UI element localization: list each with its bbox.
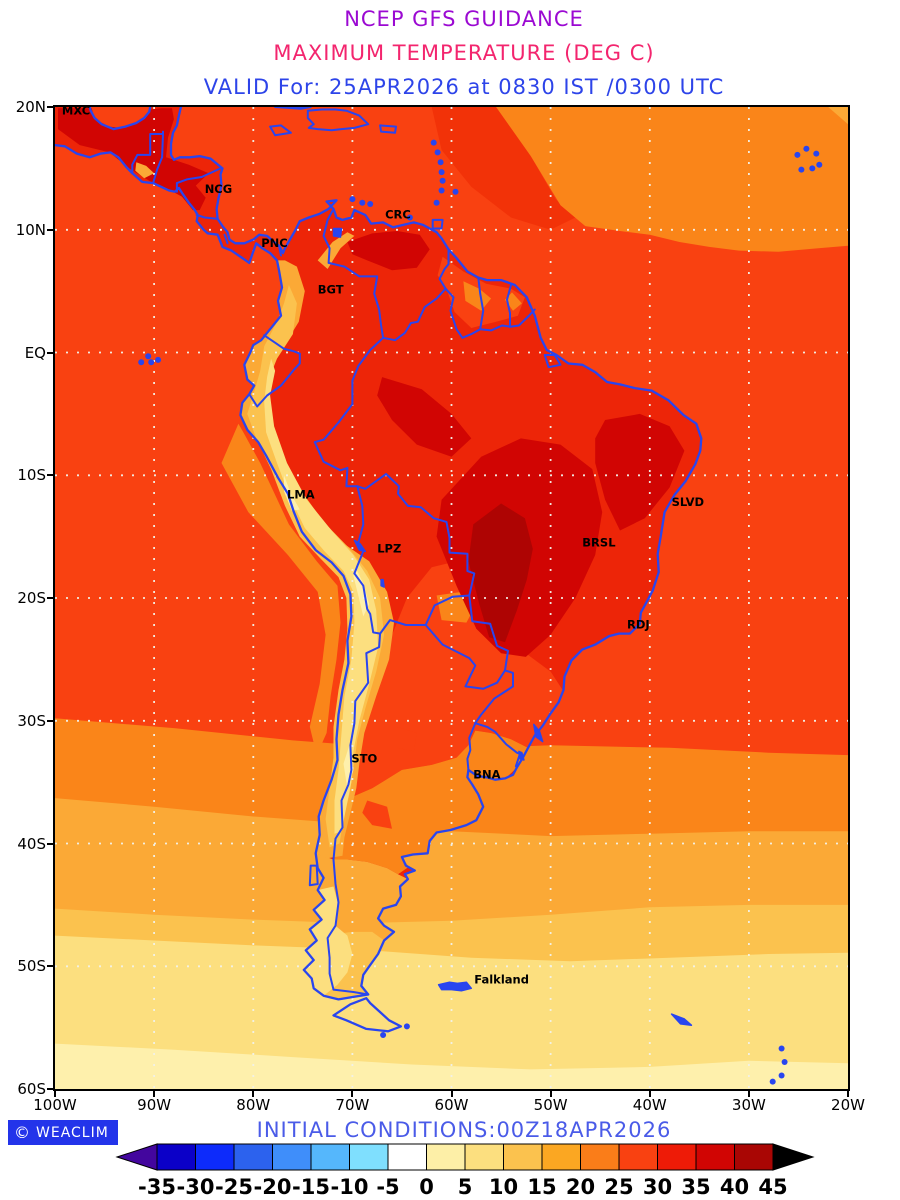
- city-label: LPZ: [377, 542, 401, 556]
- colorbar-tick-label: -30: [177, 1175, 215, 1199]
- lat-axis-label: 30S: [17, 711, 46, 730]
- colorbar-tick-label: -5: [376, 1175, 399, 1199]
- lat-axis-tick: [47, 719, 55, 722]
- lat-axis-label: 10S: [17, 466, 46, 485]
- city-labels: MXC NCG CRC PNC BGT LMA LPZ SLVD BRSL RDJ STO BNA Fa…: [62, 107, 704, 986]
- colorbar-tick-label: 10: [489, 1175, 518, 1199]
- map-frame: MXC NCG CRC PNC BGT LMA LPZ SLVD BRSL RDJ STO BNA Fa…: [53, 105, 850, 1091]
- colorbar-tick-label: 35: [681, 1175, 710, 1199]
- colorbar-tick-label: -15: [292, 1175, 330, 1199]
- colorbar-tick-label: -25: [215, 1175, 253, 1199]
- lat-axis-label: 50S: [17, 957, 46, 976]
- city-label: MXC: [62, 107, 90, 117]
- lon-axis-label: 50W: [533, 1096, 568, 1114]
- city-label: Falkland: [474, 972, 529, 986]
- city-label: RDJ: [627, 618, 650, 632]
- city-label: SLVD: [672, 495, 704, 509]
- city-label: BRSL: [582, 535, 616, 549]
- lat-axis-tick: [47, 965, 55, 968]
- colorbar-tick-label: -20: [254, 1175, 292, 1199]
- temperature-map: MXC NCG CRC PNC BGT LMA LPZ SLVD BRSL RDJ STO BNA Fa…: [55, 107, 848, 1089]
- colorbar-tick-label: 25: [604, 1175, 633, 1199]
- gridlines: [55, 107, 848, 1089]
- lat-axis-tick: [47, 228, 55, 231]
- colorbar-tick-label: 20: [566, 1175, 595, 1199]
- colorbar-tick-label: 40: [720, 1175, 749, 1199]
- title-valid-time: VALID For: 25APR2026 at 0830 IST /0300 U…: [203, 75, 725, 99]
- lon-axis-tick: [549, 1089, 552, 1097]
- logo-text: WEACLIM: [36, 1124, 109, 1141]
- title-variable: MAXIMUM TEMPERATURE (DEG C): [273, 41, 655, 65]
- city-label: PNC: [261, 236, 288, 250]
- lon-axis-tick: [747, 1089, 750, 1097]
- colorbar-tick-label: 45: [758, 1175, 787, 1199]
- city-label: BNA: [473, 767, 500, 781]
- initial-conditions-text: INITIAL CONDITIONS:00Z18APR2026: [256, 1118, 672, 1142]
- city-label: STO: [351, 752, 377, 766]
- lat-axis-tick: [47, 351, 55, 354]
- city-label: BGT: [318, 283, 344, 297]
- lon-axis-label: 80W: [236, 1096, 271, 1114]
- lat-axis-tick: [47, 474, 55, 477]
- colorbar-tick-label: 0: [419, 1175, 434, 1199]
- city-label: LMA: [287, 488, 315, 502]
- temperature-colorbar: -35 -30 -25 -20 -15 -10 -5 0 5 10 15 20 25 30 35 40 45: [115, 1143, 815, 1199]
- weaclim-logo: © WEACLIM: [8, 1120, 118, 1145]
- lat-axis-label: 10N: [15, 220, 46, 239]
- colorbar-tick-label: 15: [527, 1175, 556, 1199]
- lon-axis-tick: [351, 1089, 354, 1097]
- lon-axis-tick: [153, 1089, 156, 1097]
- colorbar-tick-label: -35: [138, 1175, 176, 1199]
- lon-axis-label: 30W: [731, 1096, 766, 1114]
- colorbar-tick-labels: -35 -30 -25 -20 -15 -10 -5 0 5 10 15 20 25 30 35 40 45: [138, 1175, 788, 1199]
- colorbar-segments: [115, 1143, 815, 1171]
- lat-axis-label: 60S: [17, 1080, 46, 1098]
- lat-axis-tick: [47, 597, 55, 599]
- lon-axis-label: 90W: [137, 1096, 172, 1114]
- lat-axis-tick: [47, 106, 55, 108]
- city-label: NCG: [205, 182, 233, 196]
- lon-axis-tick: [648, 1089, 651, 1097]
- lat-axis-tick: [47, 1088, 55, 1090]
- copyright-circle-icon: ©: [14, 1122, 31, 1142]
- colorbar-tick-label: 30: [643, 1175, 672, 1199]
- lat-axis-tick: [47, 842, 55, 845]
- lat-axis-label: 20S: [17, 589, 46, 607]
- colorbar-tick-label: -10: [331, 1175, 369, 1199]
- title-model: NCEP GFS GUIDANCE: [344, 7, 584, 31]
- lon-axis-label: 60W: [434, 1096, 469, 1114]
- lon-axis-label: 20W: [831, 1096, 865, 1114]
- lat-axis-label: 20N: [15, 98, 46, 116]
- lon-axis-tick: [450, 1089, 453, 1097]
- lon-axis-tick: [252, 1089, 255, 1097]
- lon-axis-tick: [54, 1089, 56, 1097]
- lat-axis-label: EQ: [24, 343, 46, 362]
- lon-axis-label: 40W: [632, 1096, 667, 1114]
- lon-axis-tick: [847, 1089, 849, 1097]
- lon-axis-label: 100W: [33, 1096, 77, 1114]
- colorbar-tick-label: 5: [458, 1175, 473, 1199]
- lon-axis-label: 70W: [335, 1096, 370, 1114]
- lat-axis-label: 40S: [17, 834, 46, 853]
- city-label: CRC: [385, 208, 411, 222]
- coastlines-and-borders: [55, 107, 823, 1085]
